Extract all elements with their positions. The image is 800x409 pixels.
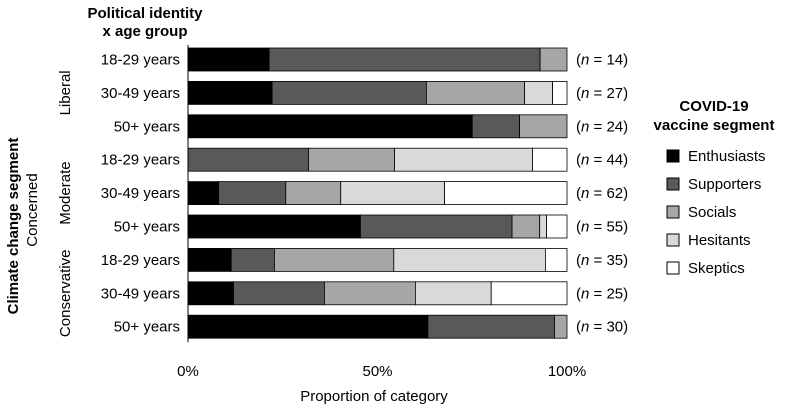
row-label: 30-49 years xyxy=(101,285,180,302)
x-tick-label: 100% xyxy=(548,363,586,380)
n-labels: (n = 14) (n = 27) (n = 24) (n = 44) (n = 62)… xyxy=(576,52,628,336)
bar-segment-hesitants xyxy=(414,281,492,306)
bar-segment-enthusiasts xyxy=(187,281,234,306)
bar-segment-enthusiasts xyxy=(187,47,270,72)
legend-label-hesitants: Hesitants xyxy=(688,232,751,249)
bar-segment-skeptics xyxy=(544,247,568,272)
n-count-label: (n = 55) xyxy=(576,219,628,236)
row-label: 18-29 years xyxy=(101,52,180,69)
bar-segment-hesitants xyxy=(393,247,546,272)
bar-segment-hesitants xyxy=(524,81,553,105)
bar-segment-supporters xyxy=(230,247,275,272)
bar-segment-socials xyxy=(519,114,568,139)
x-axis-label: Proportion of category xyxy=(300,388,448,405)
bar-segment-socials xyxy=(308,147,395,172)
bar-segment-skeptics xyxy=(546,214,568,239)
legend-label-skeptics: Skeptics xyxy=(688,260,745,277)
n-count-label: (n = 27) xyxy=(576,85,628,102)
x-axis-ticks: 0% 50% 100% xyxy=(177,45,586,380)
row-label: 30-49 years xyxy=(101,185,180,202)
n-count-label: (n = 35) xyxy=(576,252,628,269)
bar-segment-socials xyxy=(324,281,416,306)
bar-segment-enthusiasts xyxy=(187,181,220,206)
x-tick-label: 50% xyxy=(362,363,392,380)
row-label: 50+ years xyxy=(114,319,180,336)
n-count-label: (n = 62) xyxy=(576,185,628,202)
legend: COVID-19 vaccine segment Enthusiasts Supp… xyxy=(654,98,775,277)
n-count-label: (n = 44) xyxy=(576,152,628,169)
legend-title-line-2: vaccine segment xyxy=(654,117,775,134)
legend-label-enthusiasts: Enthusiasts xyxy=(688,148,766,165)
bar-segment-skeptics xyxy=(444,181,568,206)
bar-segment-hesitants xyxy=(340,181,445,206)
bar-segment-supporters xyxy=(187,147,309,172)
n-count-label: (n = 14) xyxy=(576,52,628,69)
legend-title-line-1: COVID-19 xyxy=(679,98,748,115)
bar-segment-socials xyxy=(274,247,395,272)
bar-segment-supporters xyxy=(268,47,541,72)
bar-segment-supporters xyxy=(360,214,513,239)
row-header-line-2: x age group xyxy=(102,23,187,40)
bar-segment-enthusiasts xyxy=(187,247,232,272)
bar-segment-socials xyxy=(539,47,568,72)
row-labels: 18-29 years 30-49 years 50+ years 18-29 yea… xyxy=(101,52,180,336)
row-label: 50+ years xyxy=(114,118,180,135)
legend-swatch-enthusiasts xyxy=(666,149,680,163)
legend-label-supporters: Supporters xyxy=(688,176,761,193)
bar-segment-supporters xyxy=(427,314,555,339)
bar-segment-socials xyxy=(554,314,568,339)
outer-axis-sublabel: Concerned xyxy=(24,173,41,246)
row-label: 18-29 years xyxy=(101,152,180,169)
bar-segment-skeptics xyxy=(532,147,568,172)
bar-segment-hesitants xyxy=(539,214,547,239)
outer-axis-label: Climate change segment xyxy=(5,138,22,315)
bar-segment-enthusiasts xyxy=(187,81,273,105)
group-labels: Liberal Moderate Conservative xyxy=(57,70,74,337)
bar-segment-enthusiasts xyxy=(187,314,429,339)
legend-swatch-skeptics xyxy=(666,261,680,275)
legend-label-socials: Socials xyxy=(688,204,736,221)
x-tick-label: 0% xyxy=(177,363,199,380)
legend-swatch-hesitants xyxy=(666,233,680,247)
legend-swatch-supporters xyxy=(666,177,680,191)
group-label-conservative: Conservative xyxy=(57,250,74,338)
bar-segment-socials xyxy=(425,81,525,105)
bar-segment-skeptics xyxy=(552,81,568,105)
bar-segment-enthusiasts xyxy=(187,214,361,239)
bar-segment-supporters xyxy=(271,81,427,105)
bar-segment-supporters xyxy=(471,114,521,139)
bar-segment-supporters xyxy=(218,181,287,206)
group-label-liberal: Liberal xyxy=(57,70,74,115)
row-label: 50+ years xyxy=(114,219,180,236)
bar-segment-enthusiasts xyxy=(187,114,473,139)
bar-segment-hesitants xyxy=(394,147,533,172)
bar-segment-supporters xyxy=(233,281,325,306)
group-label-moderate: Moderate xyxy=(57,161,74,224)
bar-segment-skeptics xyxy=(490,281,568,306)
n-count-label: (n = 30) xyxy=(576,319,628,336)
row-label: 18-29 years xyxy=(101,252,180,269)
n-count-label: (n = 24) xyxy=(576,118,628,135)
legend-swatch-socials xyxy=(666,205,680,219)
bars xyxy=(187,47,568,339)
n-count-label: (n = 25) xyxy=(576,285,628,302)
row-header-line-1: Political identity xyxy=(87,5,203,22)
row-label: 30-49 years xyxy=(101,85,180,102)
bar-segment-socials xyxy=(285,181,342,206)
bar-segment-socials xyxy=(511,214,541,239)
